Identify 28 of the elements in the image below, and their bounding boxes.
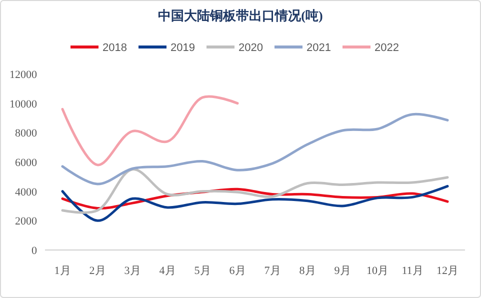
x-tick-label: 8月 xyxy=(299,265,316,277)
line-series xyxy=(61,113,449,186)
legend-label: 2021 xyxy=(306,42,331,54)
x-tick-label: 1月 xyxy=(54,265,71,277)
y-tick-label: 8000 xyxy=(15,128,38,140)
chart-title: 中国大陆铜板带出口情况(吨) xyxy=(158,8,323,23)
x-tick-label: 10月 xyxy=(366,265,388,277)
legend-label: 2019 xyxy=(170,42,195,54)
x-tick-label: 7月 xyxy=(264,265,281,277)
x-tick-label: 9月 xyxy=(334,265,351,277)
x-tick-label: 2月 xyxy=(89,265,106,277)
line-series xyxy=(61,95,239,166)
legend-label: 2020 xyxy=(238,42,263,54)
x-tick-label: 3月 xyxy=(124,265,141,277)
y-tick-label: 12000 xyxy=(10,69,38,81)
y-tick-label: 2000 xyxy=(15,216,38,228)
y-tick-label: 10000 xyxy=(10,98,38,110)
legend-label: 2018 xyxy=(102,42,127,54)
y-tick-label: 0 xyxy=(32,245,38,257)
line-series xyxy=(61,184,449,222)
y-tick-label: 6000 xyxy=(15,157,38,169)
x-tick-label: 4月 xyxy=(159,265,176,277)
x-tick-label: 12月 xyxy=(436,265,458,277)
x-tick-label: 11月 xyxy=(402,265,424,277)
x-tick-label: 6月 xyxy=(229,265,246,277)
y-tick-label: 4000 xyxy=(15,186,38,198)
legend-label: 2022 xyxy=(374,42,399,54)
x-tick-label: 5月 xyxy=(194,265,211,277)
